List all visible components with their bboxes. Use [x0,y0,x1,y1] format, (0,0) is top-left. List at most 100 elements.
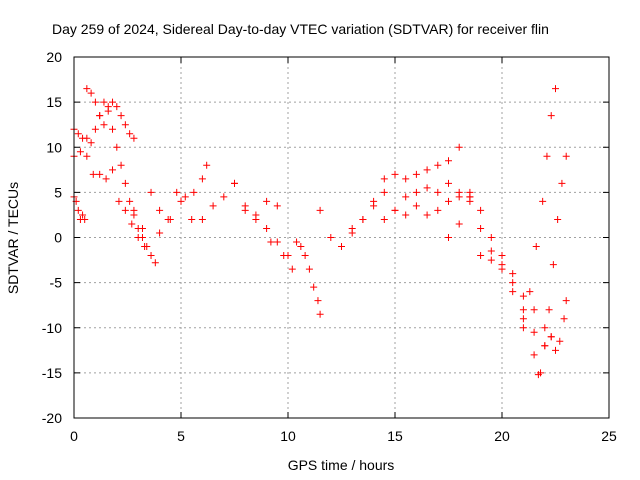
data-point [263,224,271,232]
data-point [316,206,324,214]
grid-lines [74,57,609,418]
data-point [83,85,91,93]
y-tick-label: 15 [46,94,62,110]
data-point [76,148,84,156]
x-tick-label: 20 [494,428,510,444]
x-tick-labels: 0 5 10 15 20 25 [70,428,617,444]
data-point [434,161,442,169]
data-point [509,288,517,296]
data-point [220,193,228,201]
data-point [198,175,206,183]
data-point [310,283,318,291]
satellite-track-c [70,148,149,251]
data-point [305,265,313,273]
data-point [87,139,95,147]
data-point [293,238,301,246]
data-point [115,197,123,205]
data-point [74,206,82,214]
data-point [74,130,82,138]
data-point [91,98,99,106]
satellite-track-o [537,152,570,377]
data-point [359,215,367,223]
y-tick-label: -15 [42,365,62,381]
y-tick-label: 10 [46,139,62,155]
data-point [113,143,121,151]
y-tick-label: 5 [54,184,62,200]
data-point [455,143,463,151]
x-tick-label: 0 [70,428,78,444]
data-point [166,215,174,223]
data-point [147,252,155,260]
data-point [126,197,134,205]
data-point [327,234,335,241]
data-point [530,306,538,314]
data-point [423,166,431,174]
data-point [91,125,99,133]
data-point [121,206,129,214]
chart-title: Day 259 of 2024, Sidereal Day-to-day VTE… [52,21,549,37]
data-point [556,337,564,345]
data-point [100,121,108,129]
x-tick-label: 10 [280,428,296,444]
data-point [543,152,551,160]
data-point [89,170,97,178]
data-point [402,175,410,183]
data-point [263,197,271,205]
data-point [117,161,125,169]
data-point [273,238,281,246]
data-point [487,256,495,264]
data-point [445,197,452,205]
satellite-track-h [316,143,463,251]
data-point [198,215,206,223]
data-point [102,175,110,183]
x-tick-label: 5 [177,428,185,444]
data-point [549,261,557,269]
data-point [156,206,164,214]
data-point [209,202,217,210]
data-point [316,310,324,318]
data-point [455,220,463,228]
data-point [203,161,211,169]
satellite-track-f [156,179,281,223]
data-point [83,152,91,160]
data-point [562,297,570,305]
plot-frame [73,56,610,419]
y-tick-labels: -20 -15 -10 -5 0 5 10 15 20 [42,49,62,426]
data-point [539,197,547,205]
data-point [241,206,249,214]
data-point [412,170,420,178]
data-point [445,157,452,165]
data-point [79,211,87,219]
data-point [519,292,527,300]
data-point [188,215,196,223]
data-point [541,342,549,350]
data-point [301,252,309,260]
data-point [104,103,112,111]
data-point [121,179,129,187]
data-point [558,179,566,187]
data-point [477,206,485,214]
data-point [380,188,388,196]
data-point [530,328,538,336]
data-point [190,188,198,196]
y-axis-label: SDTVAR / TECUs [5,182,21,294]
data-point [380,215,388,223]
data-point [96,170,104,178]
data-point [532,243,540,251]
y-tick-label: -5 [50,275,63,291]
data-point [423,211,431,219]
data-point [526,288,534,296]
data-point [83,134,91,142]
data-point [177,197,185,205]
data-point [252,211,260,219]
data-point [391,206,399,214]
data-point [141,243,149,251]
data-point [552,346,559,354]
data-point [273,202,281,210]
data-point [109,166,117,174]
data-point [477,224,485,232]
data-point [96,112,104,120]
data-point [156,229,164,237]
